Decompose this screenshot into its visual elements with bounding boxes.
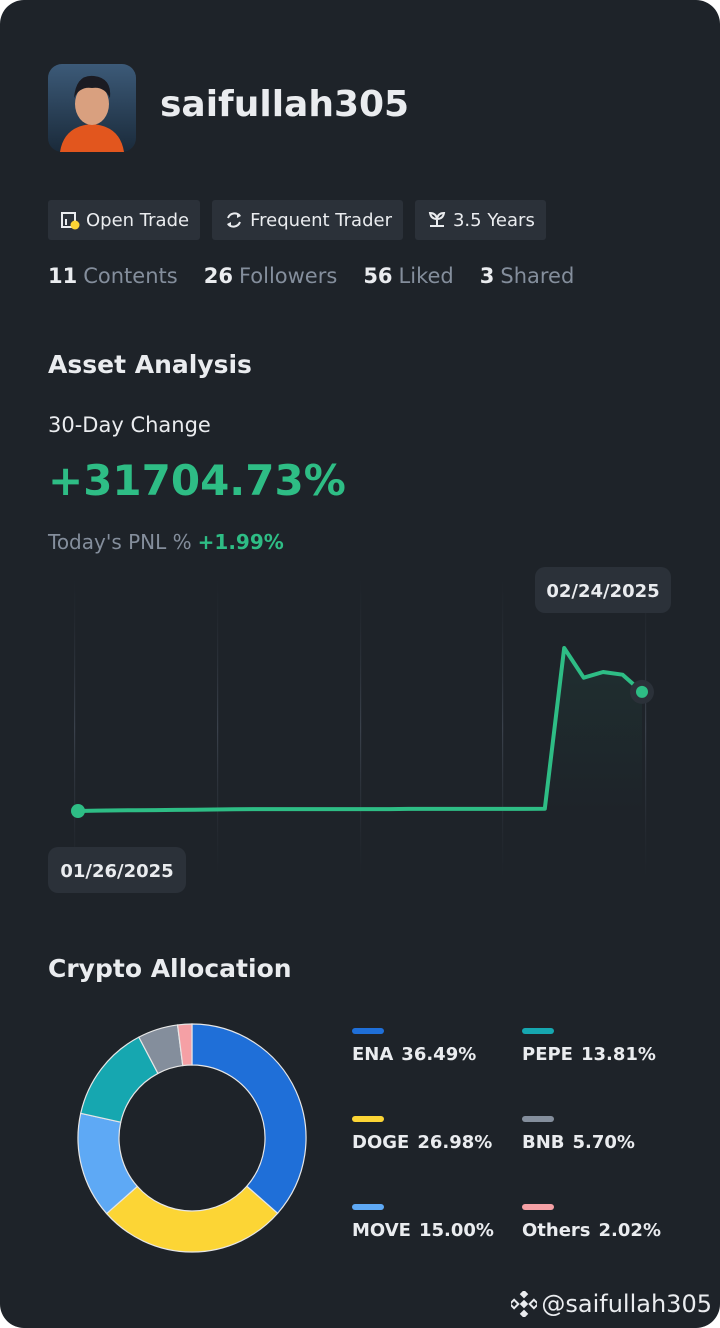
username: saifullah305 xyxy=(160,84,410,125)
badge-text: 3.5 Years xyxy=(452,209,535,231)
legend-entry: MOVE 15.00% xyxy=(352,1220,494,1241)
stat: 26 Followers xyxy=(204,264,338,288)
stat-label: Shared xyxy=(500,264,575,288)
logo xyxy=(511,1291,538,1317)
legend-entry: ENA 36.49% xyxy=(352,1044,476,1065)
stat-label: Followers xyxy=(238,264,338,288)
badge-icon xyxy=(428,211,446,227)
badge: Open Trade xyxy=(48,200,201,240)
stat-value: 3 xyxy=(479,264,495,288)
grid-line xyxy=(74,578,76,878)
section-title: Asset Analysis xyxy=(48,350,252,379)
stat-value: 56 xyxy=(363,264,393,288)
legend-swatch xyxy=(522,1116,554,1122)
footer: @saifullah305 xyxy=(511,1290,712,1318)
stat-value: 26 xyxy=(203,264,233,288)
badge-icon xyxy=(227,212,242,228)
legend-swatch xyxy=(352,1116,384,1122)
area xyxy=(78,648,642,811)
grid-line xyxy=(360,578,362,878)
stat-label: Liked xyxy=(398,264,454,288)
change-label: 30-Day Change xyxy=(48,413,211,437)
badges: Open Trade Frequent Trader 3.5 Years xyxy=(48,200,546,240)
start-point xyxy=(71,804,85,818)
legend-entry: Others 2.02% xyxy=(522,1220,661,1241)
donut-chart: ENA 36.49% DOGE 26.98% MOVE 15.00% PEPE 13.81% B… xyxy=(77,1023,661,1253)
legend-value: 5.70% xyxy=(573,1132,635,1153)
legend-value: 2.02% xyxy=(599,1220,661,1241)
change-value: +31704.73% xyxy=(48,456,346,505)
legend-name: PEPE xyxy=(522,1044,573,1065)
grid-line xyxy=(502,578,504,878)
donut-segment xyxy=(105,1185,279,1253)
pnl-value: +1.99% xyxy=(197,530,284,554)
badge-text: Frequent Trader xyxy=(250,209,392,231)
date-label: 02/24/2025 xyxy=(546,581,659,602)
badge: Frequent Trader xyxy=(212,200,403,240)
badge: 3.5 Years xyxy=(414,200,546,240)
date-label: 01/26/2025 xyxy=(60,861,173,882)
donut-segment xyxy=(176,1023,193,1067)
legend-name: Others xyxy=(522,1220,591,1241)
badge-text: Open Trade xyxy=(86,209,190,231)
donut-segment xyxy=(191,1023,307,1215)
stat: 11 Contents xyxy=(48,264,178,288)
legend-value: 15.00% xyxy=(419,1220,494,1241)
line xyxy=(76,646,644,813)
date-tooltip xyxy=(535,567,671,613)
legend-swatch xyxy=(352,1204,384,1210)
line-chart: 02/24/2025 01/26/2025 xyxy=(48,567,671,893)
section-title: Crypto Allocation xyxy=(48,954,292,983)
legend-entry: PEPE 13.81% xyxy=(522,1044,656,1065)
stat-value: 11 xyxy=(48,264,78,288)
pnl-label: Today's PNL % xyxy=(48,530,192,554)
legend-swatch xyxy=(522,1204,554,1210)
date-tooltip xyxy=(48,847,186,893)
stats: 11 Contents 26 Followers 56 Liked 3 Shared xyxy=(48,264,574,288)
legend-value: 36.49% xyxy=(401,1044,476,1065)
grid-line xyxy=(645,578,647,878)
legend-swatch xyxy=(352,1028,384,1034)
footer-text: @saifullah305 xyxy=(541,1290,712,1318)
badge-icon xyxy=(61,212,80,230)
avatar xyxy=(48,64,136,152)
legend-name: DOGE xyxy=(352,1132,409,1153)
stat: 3 Shared xyxy=(480,264,575,288)
pnl: Today's PNL % +1.99% xyxy=(48,530,284,554)
legend-name: BNB xyxy=(522,1132,565,1153)
legend-value: 13.81% xyxy=(581,1044,656,1065)
legend-name: MOVE xyxy=(352,1220,411,1241)
stat-label: Contents xyxy=(83,264,178,288)
stat: 56 Liked xyxy=(363,264,453,288)
legend-entry: BNB 5.70% xyxy=(522,1132,635,1153)
legend-swatch xyxy=(522,1028,554,1034)
legend-entry: DOGE 26.98% xyxy=(352,1132,492,1153)
grid-line xyxy=(217,578,219,878)
legend-value: 26.98% xyxy=(417,1132,492,1153)
end-point xyxy=(636,685,648,698)
legend-name: ENA xyxy=(352,1044,393,1065)
